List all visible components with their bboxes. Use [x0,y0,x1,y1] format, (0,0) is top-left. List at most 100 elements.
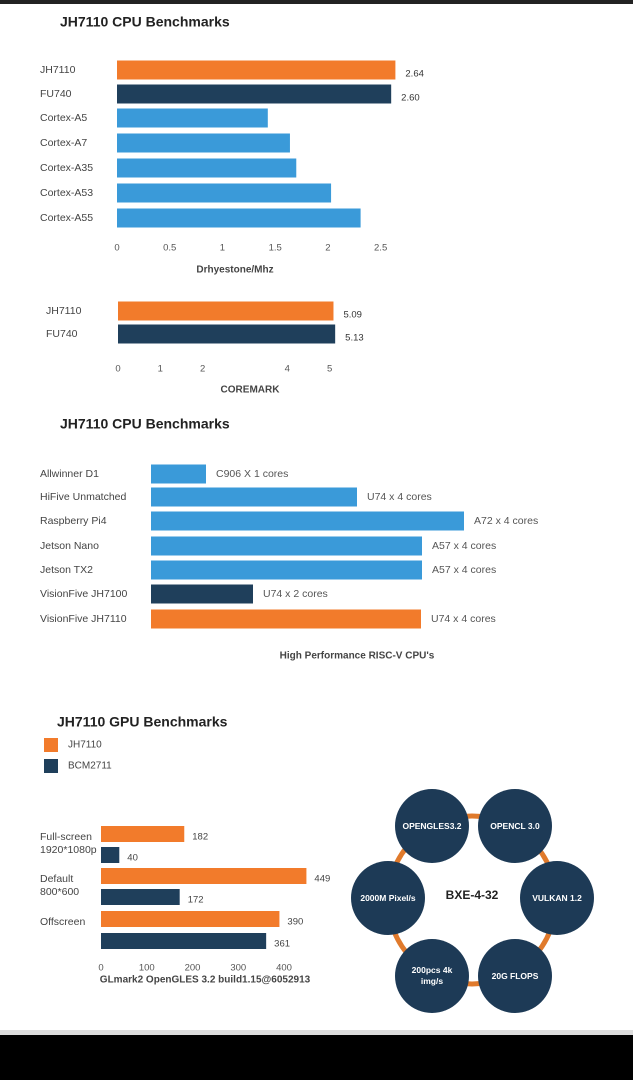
bar [101,826,185,842]
legend-swatch [44,759,58,773]
category-label: FU740 [40,88,72,100]
x-axis-label: COREMARK [221,385,281,396]
x-tick-label: 0.5 [163,243,176,254]
x-axis-label: Drhyestone/Mhz [196,265,273,276]
category-label: Offscreen [40,916,86,928]
bar [101,911,280,927]
annotation: U74 x 2 cores [263,588,328,600]
x-tick-label: 2 [325,243,330,254]
x-axis-label: High Performance RISC-V CPU's [280,651,435,662]
bar [118,301,334,321]
category-label: Cortex-A53 [40,187,93,199]
value-label: 172 [188,895,204,906]
node-label: 200pcs 4k img/s [411,965,453,986]
category-label: Raspberry Pi4 [40,515,107,527]
category-label: VisionFive JH7110 [40,613,127,625]
category-label: Cortex-A7 [40,137,87,149]
x-tick-label: 400 [276,963,292,974]
value-label: 40 [127,853,138,864]
category-label: Full-screen 1920*1080p [40,831,97,856]
value-label: 5.13 [345,333,364,344]
node-label: OPENCL 3.0 [490,820,540,831]
x-tick-label: 1 [220,243,225,254]
category-label: Jetson Nano [40,540,99,552]
diagram-node [395,939,469,1013]
bar [151,464,206,484]
category-label: JH7110 [46,305,82,317]
x-tick-label: 2.5 [374,243,387,254]
legend-swatch [44,738,58,752]
bar [151,536,422,556]
x-axis-label: GLmark2 OpenGLES 3.2 build1.15@6052913 [100,975,311,986]
category-label: Cortex-A55 [40,212,93,224]
x-tick-label: 1.5 [269,243,282,254]
bar [101,868,307,884]
x-tick-label: 100 [139,963,155,974]
bottom-strip [0,1035,633,1080]
diagram-node [520,861,594,935]
bar [117,208,361,228]
x-tick-label: 4 [285,364,290,375]
category-label: VisionFive JH7100 [40,588,128,600]
bar [151,560,422,580]
x-tick-label: 200 [185,963,201,974]
value-label: 5.09 [343,310,362,321]
category-label: HiFive Unmatched [40,491,127,503]
bar [101,889,180,905]
bar [101,933,267,949]
bar [117,84,392,104]
bar [101,847,120,863]
annotation: A72 x 4 cores [474,515,538,527]
diagram-node [395,789,469,863]
x-tick-label: 0 [98,963,103,974]
bar [151,511,464,531]
node-label: 20G FLOPS [491,970,539,981]
chart-title: JH7110 CPU Benchmarks [60,14,230,30]
node-label: OPENGLES3.2 [402,820,462,831]
category-label: Jetson TX2 [40,564,93,576]
annotation: U74 x 4 cores [367,491,432,503]
x-tick-label: 2 [200,364,205,375]
node-label: 2000M Pixel/s [360,892,416,903]
legend-label: BCM2711 [68,761,112,772]
value-label: 182 [192,832,208,843]
bar [117,183,332,203]
bar [117,158,297,178]
x-tick-label: 0 [114,243,119,254]
legend-label: JH7110 [68,740,102,751]
chart-title: JH7110 GPU Benchmarks [57,714,228,730]
x-tick-label: 0 [115,364,120,375]
divider [0,1030,633,1035]
diagram-node [351,861,425,935]
bar [151,584,253,604]
value-label: 361 [274,939,290,950]
bar [117,60,396,80]
value-label: 2.64 [405,69,424,80]
x-tick-label: 300 [230,963,246,974]
category-label: FU740 [46,328,78,340]
x-tick-label: 5 [327,364,332,375]
value-label: 449 [314,874,330,885]
bar [118,324,336,344]
node-label: VULKAN 1.2 [532,892,582,903]
value-label: 390 [287,917,303,928]
annotation: C906 X 1 cores [216,468,288,480]
bar [151,609,421,629]
annotation: U74 x 4 cores [431,613,496,625]
chart-title: JH7110 CPU Benchmarks [60,416,230,432]
value-label: 2.60 [401,93,420,104]
bar [151,487,357,507]
diagram-node [478,789,552,863]
bar [117,133,290,153]
x-tick-label: 1 [158,364,163,375]
category-label: Allwinner D1 [40,468,99,480]
annotation: A57 x 4 cores [432,540,496,552]
bar [117,108,268,128]
category-label: Cortex-A5 [40,112,87,124]
category-label: Default 800*600 [40,873,80,898]
top-strip [0,0,633,4]
category-label: Cortex-A35 [40,162,93,174]
category-label: JH7110 [40,64,76,76]
